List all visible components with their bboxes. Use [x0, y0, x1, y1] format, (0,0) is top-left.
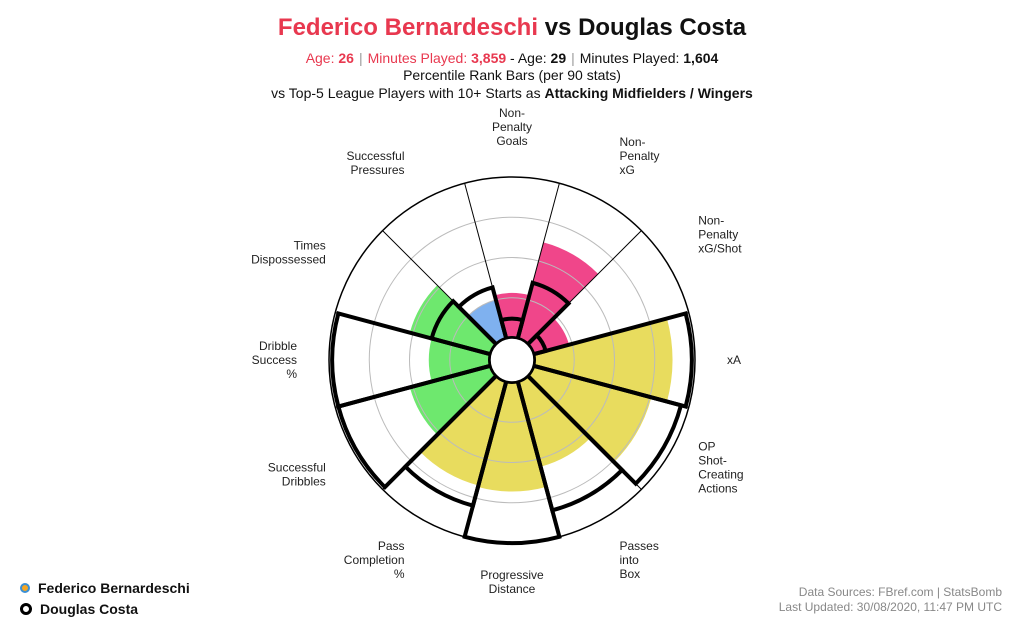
category-label: Non-Penalty xG — [620, 135, 660, 177]
category-label: xA — [727, 353, 741, 367]
title-vs: vs — [544, 14, 572, 41]
category-label: Passes into Box — [620, 539, 659, 581]
p2-minutes-value: 1,604 — [683, 50, 719, 66]
category-label: OP Shot-Creating Actions — [698, 440, 743, 496]
category-label: Progressive Distance — [480, 568, 544, 596]
info-separator: | — [571, 50, 575, 66]
chart-title: Federico Bernardeschi vs Douglas Costa — [0, 14, 1024, 42]
legend-label-player1: Federico Bernardeschi — [38, 579, 190, 596]
subtitle-percentile: Percentile Rank Bars (per 90 stats) — [403, 67, 621, 83]
grid-ring — [449, 297, 575, 423]
p1-age-label: Age: — [305, 50, 335, 66]
info-dash: - — [510, 50, 515, 66]
p2-age-label: Age: — [517, 50, 547, 66]
player-info-line: Age: 26 | Minutes Played: 3,859 - Age: 29 |… — [0, 50, 1024, 66]
player1-bar — [467, 299, 507, 345]
player1-bar — [527, 318, 570, 355]
category-label: Times Dispossessed — [251, 239, 326, 267]
legend-marker-player1 — [20, 582, 30, 593]
p2-minutes-label: Minutes Played: — [579, 50, 680, 66]
category-label: Non-Penalty xG/Shot — [698, 214, 742, 256]
subtitle-comparison: vs Top-5 League Players with 10+ Starts … — [0, 85, 1024, 101]
category-label: Pass Completion% — [344, 539, 405, 581]
category-label: Successful Pressures — [346, 149, 404, 177]
subtitle-comparison-prefix: vs Top-5 League Players with 10+ Starts … — [271, 85, 541, 101]
p1-age-value: 26 — [338, 50, 354, 66]
legend: Federico Bernardeschi Douglas Costa — [20, 577, 190, 619]
data-sources: Data Sources: FBref.com | StatsBomb Last… — [779, 585, 1002, 615]
p1-minutes-label: Minutes Played: — [367, 50, 468, 66]
grid-ring — [368, 216, 656, 504]
title-player1: Federico Bernardeschi — [277, 14, 539, 41]
grid-ring — [409, 257, 615, 463]
p2-age-value: 29 — [550, 50, 567, 66]
player1-bar — [477, 381, 547, 492]
info-separator: | — [358, 50, 363, 66]
last-updated: Last Updated: 30/08/2020, 11:47 PM UTC — [778, 600, 1002, 614]
center-hole — [489, 337, 535, 383]
category-label: Non-Penalty Goals — [492, 106, 532, 148]
p1-minutes-value: 3,859 — [471, 50, 507, 66]
player1-bar — [533, 318, 673, 402]
sources-line: Data Sources: FBref.com | StatsBomb — [798, 585, 1002, 599]
subtitle-comparison-position: Attacking Midfielders / Wingers — [544, 85, 753, 101]
legend-marker-player2 — [20, 602, 32, 615]
category-label: Dribble Success% — [252, 339, 298, 381]
legend-item-player2: Douglas Costa — [20, 598, 190, 619]
title-player2: Douglas Costa — [578, 14, 747, 41]
category-label: Successful Dribbles — [268, 461, 326, 489]
legend-label-player2: Douglas Costa — [40, 600, 139, 617]
legend-item-player1: Federico Bernardeschi — [20, 577, 190, 598]
player1-bar — [428, 338, 491, 382]
